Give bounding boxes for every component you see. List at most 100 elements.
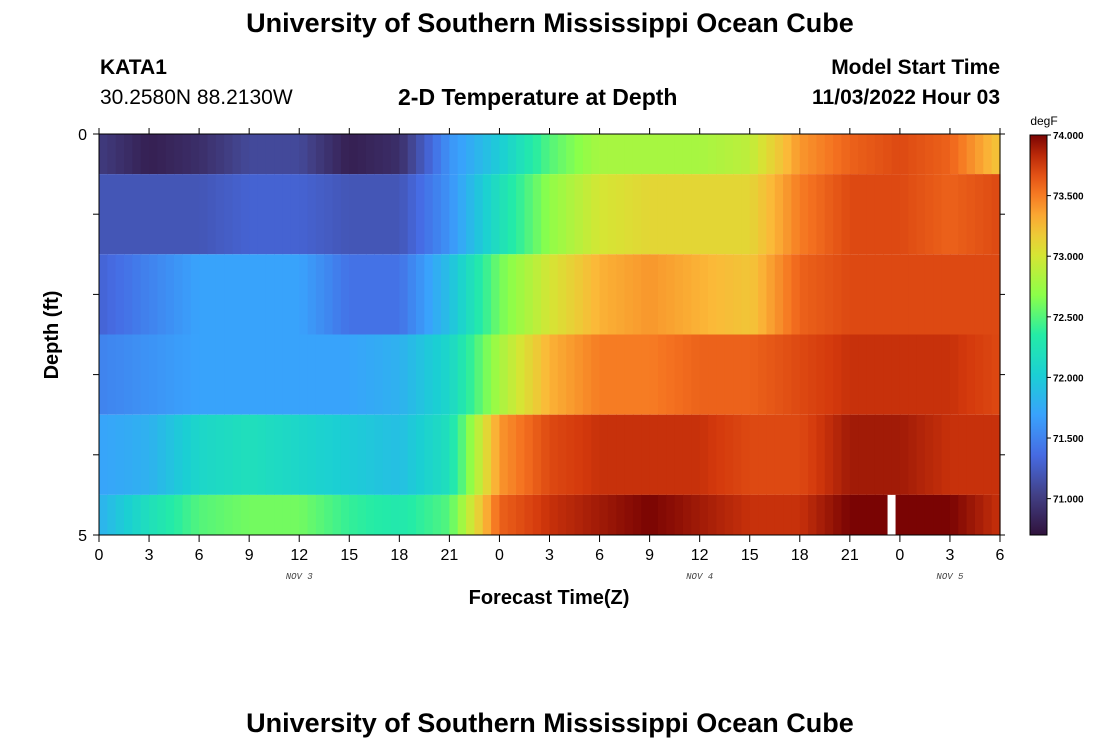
heatmap-cell bbox=[899, 494, 909, 535]
heatmap-cell bbox=[666, 174, 676, 255]
heatmap-cell bbox=[632, 254, 642, 335]
heatmap-cell bbox=[858, 334, 868, 415]
heatmap-cell bbox=[941, 174, 951, 255]
heatmap-cell bbox=[466, 494, 476, 535]
heatmap-cell bbox=[574, 494, 584, 535]
heatmap-cell bbox=[908, 254, 918, 335]
heatmap-cell bbox=[265, 334, 275, 415]
heatmap-cell bbox=[741, 494, 751, 535]
heatmap-cell bbox=[249, 334, 259, 415]
heatmap-cell bbox=[390, 254, 400, 335]
heatmap-cell bbox=[808, 494, 818, 535]
heatmap-cell bbox=[883, 254, 893, 335]
heatmap-cell bbox=[232, 254, 242, 335]
heatmap-cell bbox=[466, 134, 476, 175]
heatmap-cell bbox=[716, 254, 726, 335]
heatmap-cell bbox=[332, 414, 342, 495]
heatmap-cell bbox=[599, 414, 609, 495]
heatmap-cell bbox=[783, 414, 793, 495]
heatmap-cell bbox=[758, 494, 767, 535]
heatmap-cell bbox=[699, 334, 709, 415]
x-tick-label: 15 bbox=[741, 547, 759, 564]
heatmap-cell bbox=[107, 334, 117, 415]
heatmap-cell bbox=[908, 174, 918, 255]
heatmap-cell bbox=[390, 174, 400, 255]
heatmap-cell bbox=[407, 174, 417, 255]
heatmap-cell bbox=[491, 414, 501, 495]
heatmap-cell bbox=[124, 494, 133, 535]
heatmap-cell bbox=[457, 254, 467, 335]
heatmap-cell bbox=[674, 254, 684, 335]
heatmap-cell bbox=[357, 134, 367, 175]
heatmap-cell bbox=[991, 334, 1001, 415]
heatmap-cell bbox=[616, 334, 626, 415]
y-axis-title: Depth (ft) bbox=[41, 291, 63, 380]
heatmap-cell bbox=[599, 174, 609, 255]
heatmap-cell bbox=[499, 254, 509, 335]
heatmap-cell bbox=[958, 334, 968, 415]
heatmap-cell bbox=[240, 174, 250, 255]
heatmap-cell bbox=[691, 134, 701, 175]
heatmap-cell bbox=[449, 414, 459, 495]
heatmap-cell bbox=[466, 334, 476, 415]
heatmap-cell bbox=[741, 174, 751, 255]
heatmap-cell bbox=[766, 254, 776, 335]
heatmap-cell bbox=[582, 174, 592, 255]
heatmap-cell bbox=[632, 134, 642, 175]
heatmap-cell bbox=[716, 494, 726, 535]
heatmap-cell bbox=[816, 334, 826, 415]
heatmap-cell bbox=[749, 254, 759, 335]
heatmap-cell bbox=[299, 494, 309, 535]
heatmap-cell bbox=[991, 254, 1001, 335]
y-tick-label: 0 bbox=[78, 127, 87, 144]
heatmap-cell bbox=[257, 334, 267, 415]
page-title: University of Southern Mississippi Ocean… bbox=[246, 8, 854, 38]
heatmap-cell bbox=[390, 334, 400, 415]
heatmap-cell bbox=[416, 334, 425, 415]
heatmap-cell bbox=[674, 494, 684, 535]
heatmap-cell bbox=[933, 134, 943, 175]
heatmap-cell bbox=[349, 134, 359, 175]
heatmap-cell bbox=[949, 254, 959, 335]
heatmap-cell bbox=[390, 414, 400, 495]
day-label: NOV 5 bbox=[936, 572, 964, 582]
heatmap-cell bbox=[966, 334, 976, 415]
heatmap-cell bbox=[424, 254, 434, 335]
heatmap-cell bbox=[774, 494, 784, 535]
heatmap-cell bbox=[507, 334, 517, 415]
x-tick-label: 9 bbox=[245, 547, 254, 564]
heatmap-cell bbox=[507, 174, 517, 255]
heatmap-cell bbox=[407, 414, 417, 495]
heatmap-cell bbox=[516, 254, 526, 335]
heatmap-cell bbox=[624, 254, 634, 335]
heatmap-cell bbox=[691, 414, 701, 495]
heatmap-cell bbox=[190, 134, 200, 175]
heatmap-cell bbox=[315, 334, 325, 415]
heatmap-cell bbox=[691, 494, 701, 535]
heatmap-cell bbox=[307, 174, 317, 255]
heatmap-cell bbox=[382, 414, 392, 495]
missing-data-marker bbox=[887, 494, 896, 535]
heatmap-cell bbox=[566, 414, 576, 495]
heatmap-cell bbox=[224, 174, 234, 255]
heatmap-cell bbox=[841, 494, 851, 535]
heatmap-cell bbox=[332, 494, 342, 535]
heatmap-cell bbox=[140, 254, 150, 335]
heatmap-cell bbox=[199, 334, 209, 415]
heatmap-cell bbox=[207, 334, 217, 415]
heatmap-cell bbox=[132, 254, 142, 335]
heatmap-cell bbox=[991, 414, 1001, 495]
heatmap-cell bbox=[182, 254, 192, 335]
heatmap-cell bbox=[340, 134, 350, 175]
heatmap-cell bbox=[332, 334, 342, 415]
heatmap-cell bbox=[774, 174, 784, 255]
heatmap-cell bbox=[382, 254, 392, 335]
heatmap-cell bbox=[115, 134, 125, 175]
heatmap-cell bbox=[532, 334, 542, 415]
heatmap-cell bbox=[374, 494, 384, 535]
heatmap-cell bbox=[699, 174, 709, 255]
x-tick-label: 21 bbox=[440, 547, 458, 564]
heatmap-cell bbox=[824, 494, 834, 535]
heatmap-cell bbox=[733, 494, 742, 535]
heatmap-cell bbox=[724, 334, 734, 415]
